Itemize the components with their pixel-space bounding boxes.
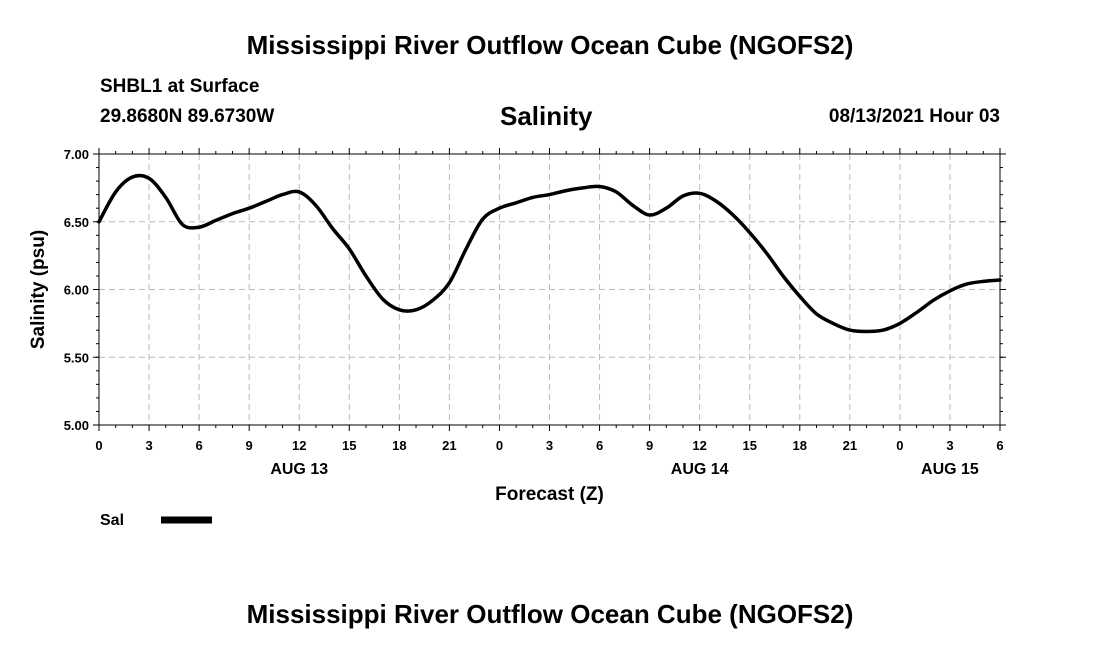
y-tick-label: 7.00: [64, 147, 89, 162]
legend-label-sal: Sal: [100, 512, 124, 529]
x-tick-label: 6: [195, 438, 202, 453]
x-tick-label: 21: [442, 438, 456, 453]
x-tick-label: 3: [946, 438, 953, 453]
x-tick-label: 18: [392, 438, 406, 453]
footer-title: Mississippi River Outflow Ocean Cube (NG…: [246, 599, 854, 629]
y-tick-labels: 5.00 5.50 6.00 6.50 7.00: [64, 147, 89, 433]
page-title: Mississippi River Outflow Ocean Cube (NG…: [246, 30, 854, 60]
legend: Sal: [100, 512, 212, 529]
y-tick-label: 5.50: [64, 350, 89, 365]
y-tick-label: 6.50: [64, 215, 89, 230]
x-tick-label: 9: [646, 438, 653, 453]
x-tick-label: 0: [896, 438, 903, 453]
date-label: AUG 15: [921, 461, 979, 478]
x-tick-labels: 0 3 6 9 12 15 18 21 0 3 6 9 12 15 18 21 0 3 6: [95, 438, 1003, 453]
x-axis-title: Forecast (Z): [495, 484, 604, 505]
x-tick-label: 9: [246, 438, 253, 453]
chart-title: Salinity: [500, 101, 593, 131]
x-tick-label: 0: [496, 438, 503, 453]
station-coordinates: 29.8680N 89.6730W: [100, 106, 275, 127]
x-tick-label: 3: [546, 438, 553, 453]
date-label: AUG 13: [270, 461, 328, 478]
x-tick-label: 12: [292, 438, 306, 453]
grid-lines: [99, 154, 1000, 425]
x-tick-label: 6: [596, 438, 603, 453]
y-tick-label: 6.00: [64, 283, 89, 298]
x-tick-label: 3: [145, 438, 152, 453]
x-tick-label: 15: [742, 438, 756, 453]
y-axis-title: Salinity (psu): [28, 230, 49, 349]
x-tick-label: 6: [996, 438, 1003, 453]
date-labels: AUG 13 AUG 14 AUG 15: [270, 461, 979, 478]
x-tick-label: 12: [692, 438, 706, 453]
date-label: AUG 14: [671, 461, 729, 478]
x-tick-label: 0: [95, 438, 102, 453]
x-tick-label: 15: [342, 438, 356, 453]
x-tick-label: 18: [793, 438, 807, 453]
plot-frame: [98, 153, 1001, 426]
x-tick-label: 21: [843, 438, 857, 453]
station-name: SHBL1 at Surface: [100, 76, 260, 97]
series-line-sal: [97, 173, 1002, 334]
forecast-datetime: 08/13/2021 Hour 03: [828, 106, 1000, 127]
y-tick-label: 5.00: [64, 418, 89, 433]
